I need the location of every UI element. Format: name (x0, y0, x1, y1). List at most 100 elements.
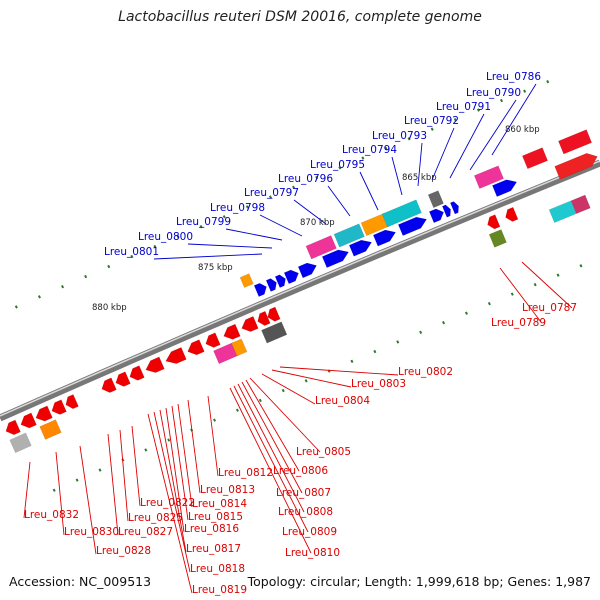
reverse-gene-label: Lreu_0825 (128, 512, 183, 524)
inner-tick (167, 438, 171, 442)
reverse-gene-label: Lreu_0787 (522, 302, 577, 314)
reverse-label-leader (207, 395, 219, 477)
reverse-label-leader (147, 413, 193, 594)
forward-gene (283, 269, 299, 285)
reverse-label-leader (233, 385, 309, 533)
scale-label: 870 kbp (300, 218, 335, 228)
inner-tick (442, 321, 446, 325)
reverse-label-leader (55, 451, 65, 536)
reverse-gene (241, 316, 259, 332)
forward-label-leader (431, 127, 455, 181)
reverse-label-leader (229, 387, 312, 554)
scale-label: 860 kbp (505, 125, 540, 135)
outer-tick (61, 284, 65, 289)
forward-gene-label: Lreu_0794 (342, 144, 397, 156)
reverse-gene (187, 339, 205, 356)
reverse-gene-label: Lreu_0803 (351, 378, 406, 390)
inner-tick (419, 330, 423, 334)
forward-gene-label: Lreu_0786 (486, 71, 541, 83)
forward-gene-box (558, 129, 593, 155)
forward-gene (265, 278, 277, 292)
inner-tick (533, 282, 537, 287)
reverse-gene (257, 310, 271, 326)
forward-label-leader (469, 99, 517, 171)
reverse-gene (267, 306, 281, 322)
forward-gene (372, 229, 396, 247)
reverse-gene-box (39, 419, 62, 440)
reverse-label-leader (237, 383, 305, 513)
reverse-gene-box (570, 194, 591, 214)
reverse-gene (487, 214, 501, 230)
forward-gene-label: Lreu_0798 (210, 202, 265, 214)
inner-tick (144, 448, 148, 452)
reverse-gene (129, 365, 145, 381)
outer-tick (37, 295, 41, 299)
reverse-gene-box (261, 321, 288, 344)
outer-tick (315, 175, 319, 180)
reverse-gene-label: Lreu_0804 (315, 395, 370, 407)
outer-tick (361, 156, 365, 160)
reverse-gene-label: Lreu_0812 (218, 467, 273, 479)
reverse-gene (505, 206, 519, 222)
outer-tick (14, 305, 18, 309)
forward-gene-box (239, 273, 254, 288)
forward-gene (253, 282, 267, 297)
reverse-gene-label: Lreu_0815 (188, 511, 243, 523)
inner-tick (350, 359, 354, 363)
reverse-label-leader (165, 407, 185, 533)
forward-label-leader (417, 142, 423, 187)
reverse-label-leader (261, 373, 316, 405)
reverse-gene-label: Lreu_0805 (296, 446, 351, 458)
reverse-label-leader (177, 403, 193, 508)
inner-tick (75, 478, 79, 482)
outer-tick (222, 215, 226, 219)
inner-tick (213, 418, 217, 422)
reverse-label-leader (499, 267, 542, 323)
forward-gene (441, 204, 451, 218)
outer-tick (338, 166, 342, 170)
inner-tick (464, 311, 468, 315)
forward-label-leader (491, 83, 537, 156)
forward-gene-label: Lreu_0793 (372, 130, 427, 142)
reverse-label-leader (107, 433, 119, 536)
forward-label-leader (187, 243, 273, 249)
forward-label-leader (259, 214, 303, 237)
reverse-label-leader (171, 405, 189, 521)
reverse-gene (101, 377, 117, 393)
forward-gene-box (381, 199, 422, 228)
inner-tick (556, 273, 560, 277)
reverse-gene-label: Lreu_0789 (491, 317, 546, 329)
outer-tick (176, 234, 180, 239)
reverse-label-leader (23, 461, 31, 519)
forward-gene-label: Lreu_0796 (278, 173, 333, 185)
forward-gene-label: Lreu_0795 (310, 159, 365, 171)
forward-gene-box (473, 165, 504, 189)
outer-tick (292, 185, 296, 189)
reverse-label-leader (241, 381, 303, 494)
scale-label: 880 kbp (92, 303, 127, 313)
forward-gene-label: Lreu_0791 (436, 101, 491, 113)
genome-summary: Topology: circular; Length: 1,999,618 bp… (247, 574, 591, 589)
forward-gene (274, 274, 286, 288)
forward-label-leader (359, 171, 379, 211)
inner-tick (373, 349, 377, 354)
forward-label-leader (293, 199, 327, 225)
reverse-gene-box (231, 338, 248, 357)
reverse-gene-label: Lreu_0814 (192, 498, 247, 510)
outer-tick (453, 117, 457, 122)
reverse-gene (51, 399, 67, 415)
reverse-gene (35, 405, 53, 422)
forward-gene-box (360, 212, 390, 237)
inner-tick (98, 468, 102, 472)
forward-gene (348, 239, 372, 257)
forward-gene-label: Lreu_0799 (176, 216, 231, 228)
reverse-gene-box (488, 229, 507, 248)
reverse-gene-label: Lreu_0806 (273, 465, 328, 477)
forward-gene-label: Lreu_0792 (404, 115, 459, 127)
forward-label-leader (327, 185, 351, 217)
reverse-label-leader (79, 445, 97, 555)
reverse-gene-label: Lreu_0808 (278, 506, 333, 518)
reverse-gene-label: Lreu_0817 (186, 543, 241, 555)
outer-tick (245, 205, 249, 209)
